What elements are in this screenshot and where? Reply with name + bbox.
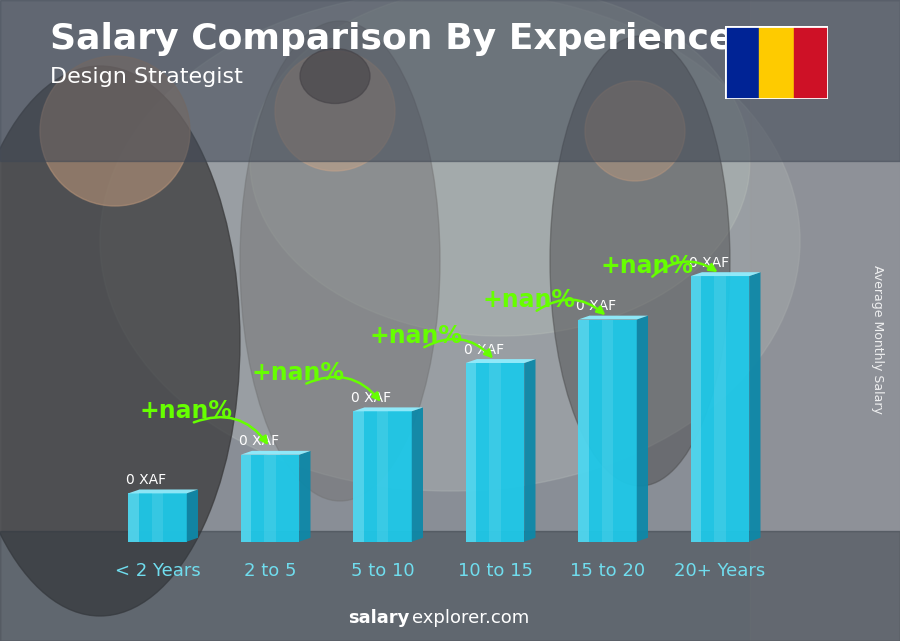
Polygon shape [466, 363, 524, 542]
Polygon shape [466, 359, 536, 363]
Text: 5 to 10: 5 to 10 [351, 562, 414, 580]
Polygon shape [715, 276, 725, 542]
Polygon shape [578, 319, 589, 542]
Circle shape [40, 56, 190, 206]
Polygon shape [128, 494, 139, 542]
Polygon shape [353, 412, 412, 542]
Bar [724, 26, 759, 99]
Circle shape [275, 51, 395, 171]
Text: 10 to 15: 10 to 15 [457, 562, 533, 580]
Polygon shape [128, 494, 187, 542]
Polygon shape [602, 319, 613, 542]
Text: +nan%: +nan% [482, 288, 575, 312]
Polygon shape [412, 408, 423, 542]
Ellipse shape [300, 49, 370, 103]
Text: Design Strategist: Design Strategist [50, 67, 242, 87]
Text: 0 XAF: 0 XAF [126, 473, 166, 487]
Circle shape [585, 81, 685, 181]
Ellipse shape [100, 0, 800, 491]
Polygon shape [524, 359, 536, 542]
Polygon shape [299, 451, 310, 542]
Polygon shape [578, 319, 637, 542]
Bar [794, 26, 828, 99]
Bar [0, 0, 900, 161]
Ellipse shape [0, 66, 240, 616]
Polygon shape [691, 272, 760, 276]
Polygon shape [377, 412, 388, 542]
Polygon shape [187, 490, 198, 542]
Text: 0 XAF: 0 XAF [351, 391, 392, 405]
Polygon shape [353, 408, 423, 412]
Bar [759, 26, 794, 99]
Polygon shape [241, 451, 310, 454]
Text: 0 XAF: 0 XAF [688, 256, 729, 270]
Text: Average Monthly Salary: Average Monthly Salary [871, 265, 884, 414]
Text: 0 XAF: 0 XAF [238, 435, 279, 449]
Polygon shape [637, 315, 648, 542]
Polygon shape [490, 363, 500, 542]
Text: +nan%: +nan% [600, 254, 693, 278]
Text: 0 XAF: 0 XAF [464, 343, 504, 356]
Text: salary: salary [348, 609, 410, 627]
Ellipse shape [240, 21, 440, 501]
Text: Salary Comparison By Experience: Salary Comparison By Experience [50, 22, 733, 56]
Polygon shape [578, 315, 648, 319]
Ellipse shape [550, 36, 730, 486]
Text: 15 to 20: 15 to 20 [570, 562, 645, 580]
Text: 20+ Years: 20+ Years [674, 562, 766, 580]
Text: 2 to 5: 2 to 5 [244, 562, 296, 580]
Text: +nan%: +nan% [252, 361, 345, 385]
Polygon shape [241, 454, 251, 542]
Polygon shape [128, 490, 198, 494]
Polygon shape [749, 272, 760, 542]
Polygon shape [691, 276, 701, 542]
Bar [0, 531, 900, 641]
Polygon shape [265, 454, 275, 542]
Text: +nan%: +nan% [370, 324, 463, 349]
Polygon shape [241, 454, 299, 542]
Bar [750, 0, 900, 641]
Polygon shape [353, 412, 364, 542]
Text: < 2 Years: < 2 Years [114, 562, 201, 580]
Polygon shape [691, 276, 749, 542]
Ellipse shape [250, 0, 750, 336]
Text: +nan%: +nan% [140, 399, 232, 423]
Text: 0 XAF: 0 XAF [576, 299, 616, 313]
Polygon shape [152, 494, 163, 542]
Polygon shape [466, 363, 476, 542]
Text: explorer.com: explorer.com [412, 609, 529, 627]
